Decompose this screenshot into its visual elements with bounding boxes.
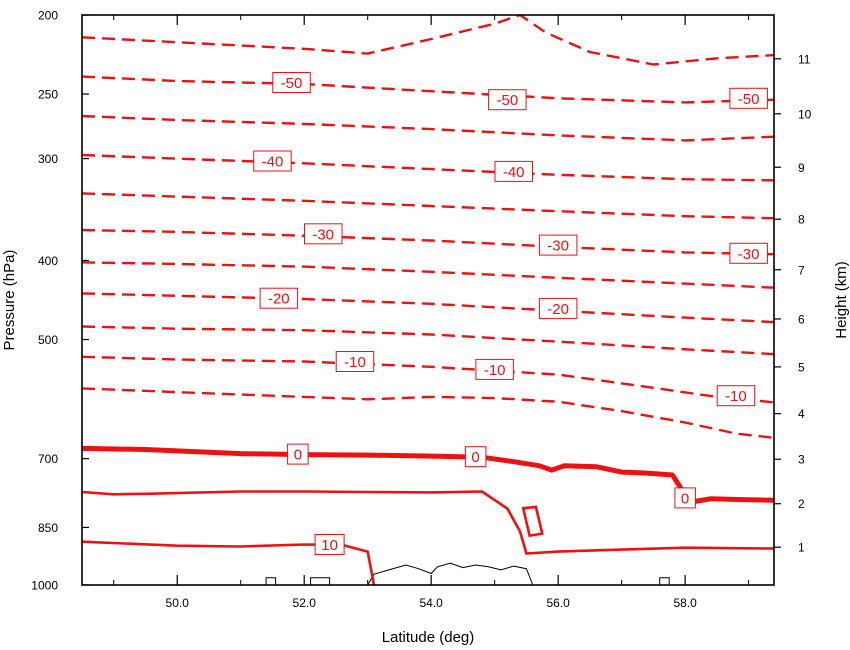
contour-line — [82, 75, 774, 104]
contour-line — [82, 192, 774, 220]
contour-label-box — [674, 487, 696, 509]
contour-label: -30 — [304, 223, 343, 245]
contour-label-text: -40 — [503, 164, 525, 181]
height-tick-label: 5 — [798, 360, 805, 374]
contour-label-box — [716, 385, 756, 407]
contour-line — [82, 261, 774, 289]
contour-label: 0 — [287, 443, 309, 465]
contour-label-box — [729, 87, 768, 109]
terrain-line — [265, 562, 670, 585]
contour-line — [82, 387, 774, 439]
contour-label-box — [464, 446, 487, 468]
contour-label: 0 — [464, 446, 487, 468]
contour-label-text: -30 — [547, 238, 569, 255]
right-axis-title: Height (km) — [833, 261, 850, 339]
contour-line — [82, 540, 376, 585]
y-tick-label: 250 — [38, 88, 58, 102]
x-tick-label: 52.0 — [293, 596, 317, 610]
contour-label-box — [259, 287, 299, 309]
height-tick-label: 6 — [798, 312, 805, 326]
contour-label-text: 0 — [471, 449, 479, 466]
contour-label-text: 10 — [321, 537, 338, 554]
plot-frame — [81, 14, 775, 586]
contour-line — [82, 153, 774, 182]
contour-label-box — [538, 234, 578, 256]
contour-label-box — [314, 534, 345, 555]
contour-closed-line — [521, 505, 544, 538]
contour-labels: -50 -50 -50 -40 -40 -30 -30 -30 -20 -20 -10 -10 -10 0… — [253, 72, 768, 555]
contour-label-box — [335, 351, 375, 372]
contour-label-text: -10 — [484, 362, 506, 379]
height-tick-label: 10 — [798, 107, 812, 121]
contour-label: -40 — [494, 160, 533, 182]
x-tick-label: 58.0 — [673, 596, 697, 610]
y-axis-title: Pressure (hPa) — [1, 250, 18, 351]
contour-label-text: -50 — [497, 92, 519, 109]
x-tick-label: 50.0 — [166, 596, 190, 610]
contour-label: -10 — [716, 385, 756, 407]
contour-label: 0 — [674, 487, 696, 509]
y-tick-label: 1000 — [31, 579, 58, 593]
contour-line — [82, 292, 774, 324]
contour-label-box — [488, 89, 527, 111]
contour-label: -20 — [538, 297, 578, 319]
contour-label-text: -50 — [738, 91, 760, 108]
contour-label-text: 0 — [681, 490, 689, 507]
y-tick-label: 850 — [38, 521, 58, 535]
contour-label: -20 — [259, 287, 299, 309]
terrain-outline — [265, 562, 670, 585]
contour-label-text: -10 — [344, 354, 366, 371]
contour-label-text: -50 — [281, 75, 303, 92]
contour-label: -50 — [272, 72, 311, 93]
height-tick-label: 9 — [798, 161, 805, 175]
height-tick-label: 1 — [798, 541, 805, 555]
height-tick-label: 8 — [798, 213, 805, 227]
x-axis-title: Latitude (deg) — [382, 629, 475, 646]
contour-label-text: -30 — [738, 246, 760, 263]
contour-label-text: 0 — [294, 447, 302, 464]
contour-label-box — [494, 160, 533, 182]
y-tick-label: 400 — [38, 254, 58, 268]
contour-label-box — [729, 242, 768, 264]
x-tick-label: 54.0 — [419, 596, 443, 610]
contour-line — [82, 114, 774, 142]
contour-label: -50 — [729, 87, 768, 109]
contour-label-box — [475, 358, 514, 380]
contour-label-text: -20 — [547, 301, 569, 318]
contour-label-box — [253, 150, 292, 172]
x-tick-label: 56.0 — [546, 596, 570, 610]
contour-label-text: -40 — [262, 154, 284, 171]
contour-label-text: -30 — [312, 226, 334, 243]
y-tick-label: 500 — [38, 333, 58, 347]
contour-lines — [82, 15, 774, 585]
contour-label-box — [272, 72, 311, 93]
y-tick-label: 700 — [38, 452, 58, 466]
y-tick-label: 200 — [38, 9, 58, 23]
contour-label: -10 — [335, 351, 375, 372]
axes: 50.0 52.0 54.0 56.0 58.020025030040050070085… — [31, 9, 811, 611]
height-tick-label: 11 — [798, 52, 811, 66]
height-tick-label: 3 — [798, 453, 805, 467]
contour-label-box — [287, 443, 309, 465]
contour-line — [82, 325, 774, 356]
contour-line — [82, 490, 774, 555]
contour-label-box — [538, 297, 578, 319]
contour-label-text: -20 — [268, 291, 290, 308]
height-tick-label: 4 — [798, 407, 805, 421]
contour-line — [82, 228, 774, 256]
contour-label: -50 — [488, 89, 527, 111]
contour-label-text: -10 — [725, 388, 747, 405]
contour-label: -30 — [729, 242, 768, 264]
contour-label: -30 — [538, 234, 578, 256]
contour-label-box — [304, 223, 343, 245]
height-tick-label: 7 — [798, 263, 805, 277]
y-tick-label: 300 — [38, 152, 58, 166]
contour-line — [82, 15, 774, 66]
contour-label: 10 — [314, 534, 345, 555]
contour-label: -40 — [253, 150, 292, 172]
contour-label: -10 — [475, 358, 514, 380]
height-tick-label: 2 — [798, 497, 805, 511]
